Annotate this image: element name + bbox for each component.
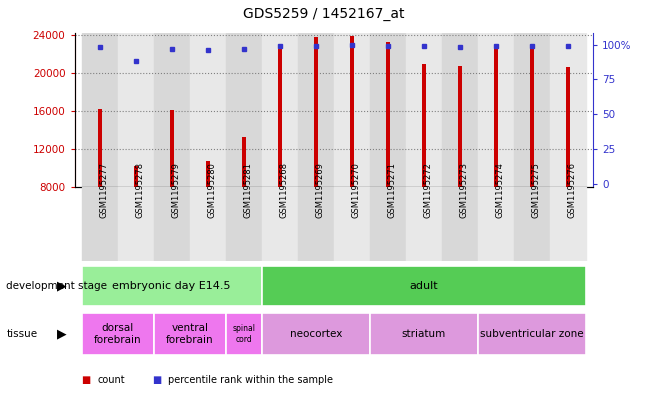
Bar [262, 266, 586, 306]
Bar [190, 187, 226, 261]
Bar [494, 45, 498, 187]
Bar [550, 33, 586, 187]
Text: GSM1195273: GSM1195273 [459, 162, 469, 219]
Text: development stage: development stage [6, 281, 108, 291]
Bar [242, 138, 246, 187]
Text: GSM1195279: GSM1195279 [172, 162, 181, 219]
Bar [154, 187, 190, 261]
Bar [170, 110, 174, 187]
Bar [386, 42, 390, 187]
Bar [370, 313, 478, 355]
Bar [205, 161, 210, 187]
Text: GSM1195281: GSM1195281 [244, 162, 253, 219]
Bar [82, 33, 118, 187]
Bar [226, 187, 262, 261]
Bar [514, 187, 550, 261]
Bar [262, 33, 297, 187]
Text: GSM1195269: GSM1195269 [316, 162, 325, 219]
Text: count: count [97, 375, 125, 385]
Bar [370, 187, 406, 261]
Text: ▶: ▶ [57, 327, 66, 341]
Bar [226, 313, 262, 355]
Bar [550, 187, 586, 261]
Bar [314, 37, 318, 187]
Text: tissue: tissue [6, 329, 38, 339]
Bar [118, 187, 154, 261]
Bar [566, 66, 570, 187]
Text: GSM1195280: GSM1195280 [208, 162, 216, 219]
Text: adult: adult [410, 281, 438, 291]
Bar [226, 33, 262, 187]
Bar [478, 313, 586, 355]
Text: GSM1195270: GSM1195270 [352, 162, 361, 219]
Text: GSM1195272: GSM1195272 [424, 162, 433, 219]
Text: subventricular zone: subventricular zone [480, 329, 584, 339]
Bar [334, 187, 370, 261]
Text: ▶: ▶ [57, 279, 66, 292]
Bar [349, 36, 354, 187]
Text: GSM1195276: GSM1195276 [568, 162, 577, 219]
Text: GSM1195275: GSM1195275 [532, 162, 540, 219]
Bar [262, 187, 297, 261]
Text: embryonic day E14.5: embryonic day E14.5 [113, 281, 231, 291]
Bar [457, 66, 462, 187]
Bar [82, 187, 118, 261]
Text: spinal
cord: spinal cord [232, 324, 255, 344]
Text: GSM1195268: GSM1195268 [280, 162, 289, 219]
Text: GSM1195277: GSM1195277 [100, 162, 109, 219]
Bar [442, 187, 478, 261]
Bar [118, 33, 154, 187]
Bar [154, 313, 226, 355]
Text: dorsal
forebrain: dorsal forebrain [94, 323, 141, 345]
Text: GSM1195274: GSM1195274 [496, 162, 505, 219]
Bar [406, 33, 442, 187]
Bar [478, 187, 514, 261]
Text: ■: ■ [152, 375, 161, 385]
Text: striatum: striatum [402, 329, 446, 339]
Bar [406, 187, 442, 261]
Bar [98, 109, 102, 187]
Text: percentile rank within the sample: percentile rank within the sample [168, 375, 334, 385]
Text: ventral
forebrain: ventral forebrain [166, 323, 214, 345]
Text: neocortex: neocortex [290, 329, 342, 339]
Bar [529, 48, 534, 187]
Text: GSM1195278: GSM1195278 [135, 162, 145, 219]
Bar [277, 50, 282, 187]
Text: GSM1195271: GSM1195271 [388, 162, 397, 219]
Bar [422, 64, 426, 187]
Bar [82, 266, 262, 306]
Bar [297, 33, 334, 187]
Text: GDS5259 / 1452167_at: GDS5259 / 1452167_at [243, 7, 405, 21]
Bar [82, 313, 154, 355]
Text: ■: ■ [81, 375, 90, 385]
Bar [334, 33, 370, 187]
Bar [297, 187, 334, 261]
Bar [370, 33, 406, 187]
Bar [478, 33, 514, 187]
Bar [190, 33, 226, 187]
Bar [154, 33, 190, 187]
Bar [262, 313, 370, 355]
Bar [514, 33, 550, 187]
Bar [133, 166, 138, 187]
Bar [442, 33, 478, 187]
